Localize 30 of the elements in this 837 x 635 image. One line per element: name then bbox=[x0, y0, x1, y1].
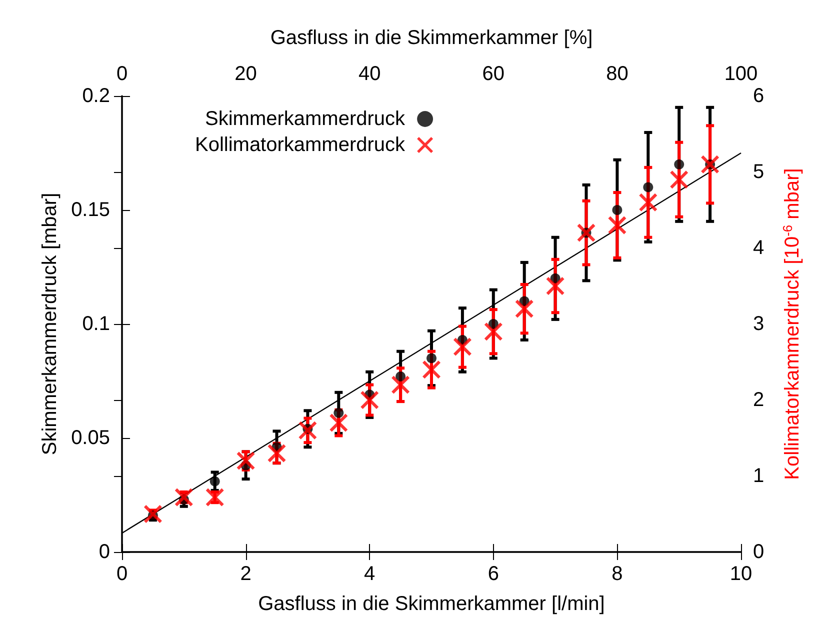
legend-label: Skimmerkammerdruck bbox=[205, 108, 406, 130]
y-axis-title: Skimmerkammerdruck [mbar] bbox=[39, 192, 61, 456]
x-tick-label: 8 bbox=[612, 563, 623, 585]
x2-tick-label: 40 bbox=[358, 63, 381, 85]
y2-tick-label: 6 bbox=[753, 85, 764, 107]
y2-tick-label: 0 bbox=[753, 541, 764, 563]
y-tick-label: 0.1 bbox=[82, 313, 110, 335]
x-tick-label: 6 bbox=[488, 563, 499, 585]
x2-tick-label: 80 bbox=[606, 63, 628, 85]
x2-tick-label: 100 bbox=[724, 63, 758, 85]
x2-tick-label: 60 bbox=[482, 63, 505, 85]
y-tick-label: 0.2 bbox=[82, 85, 110, 107]
y2-tick-label: 1 bbox=[753, 465, 764, 487]
y2-tick-label: 2 bbox=[753, 389, 764, 411]
x-tick-label: 2 bbox=[240, 563, 252, 585]
y-tick-label: 0.15 bbox=[71, 199, 110, 221]
legend-label: Kollimatorkammerdruck bbox=[194, 134, 406, 156]
y2-tick-label: 5 bbox=[753, 161, 764, 183]
y-tick-label: 0.05 bbox=[71, 427, 110, 449]
x2-axis-title: Gasfluss in die Skimmerkammer [%] bbox=[270, 27, 593, 49]
y-tick-label: 0 bbox=[98, 541, 110, 563]
y2-tick-label: 4 bbox=[753, 237, 764, 259]
x-tick-label: 4 bbox=[364, 563, 376, 585]
x-axis-title: Gasfluss in die Skimmerkammer [l/min] bbox=[258, 593, 605, 615]
x-tick-label: 10 bbox=[730, 563, 752, 585]
x2-tick-label: 0 bbox=[116, 63, 128, 85]
y2-axis-title: Kollimatorkammerdruck [10-6 mbar] bbox=[780, 168, 804, 480]
y2-tick-label: 3 bbox=[753, 313, 764, 335]
x2-tick-label: 20 bbox=[234, 63, 257, 85]
x-tick-label: 0 bbox=[116, 563, 128, 585]
